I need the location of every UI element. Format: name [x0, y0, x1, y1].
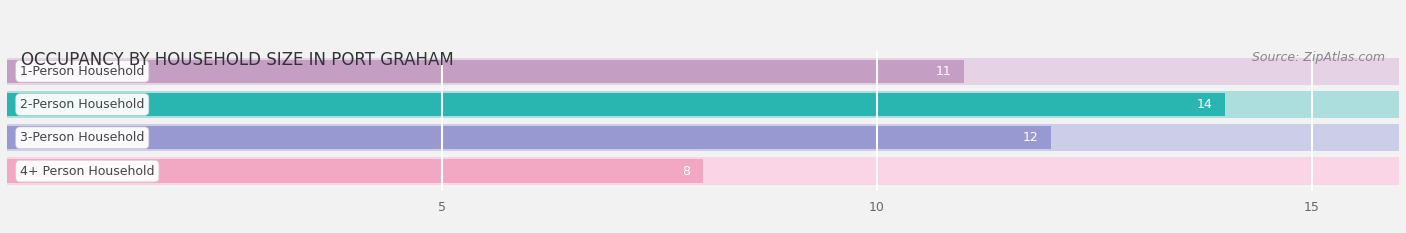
Bar	[7, 93, 1225, 116]
Bar	[7, 159, 703, 183]
Text: 14: 14	[1197, 98, 1212, 111]
Text: 11: 11	[935, 65, 950, 78]
Text: 1-Person Household: 1-Person Household	[20, 65, 145, 78]
Text: 3-Person Household: 3-Person Household	[20, 131, 145, 144]
Bar	[7, 158, 1399, 185]
Bar	[7, 91, 1399, 118]
Text: 4+ Person Household: 4+ Person Household	[20, 164, 155, 178]
Bar	[7, 60, 965, 83]
Text: Source: ZipAtlas.com: Source: ZipAtlas.com	[1253, 51, 1385, 64]
Bar	[7, 124, 1399, 151]
Bar	[7, 58, 1399, 85]
Bar	[7, 126, 1050, 149]
Text: OCCUPANCY BY HOUSEHOLD SIZE IN PORT GRAHAM: OCCUPANCY BY HOUSEHOLD SIZE IN PORT GRAH…	[21, 51, 454, 69]
Text: 8: 8	[682, 164, 690, 178]
Text: 2-Person Household: 2-Person Household	[20, 98, 145, 111]
Text: 12: 12	[1022, 131, 1038, 144]
